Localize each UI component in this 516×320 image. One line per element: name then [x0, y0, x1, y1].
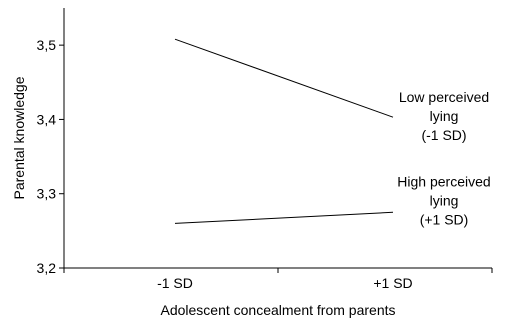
series-label-0: lying — [430, 108, 459, 124]
x-axis-title: Adolescent concealment from parents — [160, 302, 395, 318]
x-ticks: -1 SD +1 SD — [63, 268, 493, 291]
y-tick-label: 3,3 — [37, 186, 57, 202]
series-label-1: High perceived — [397, 174, 490, 190]
x-tick-label: -1 SD — [157, 275, 193, 291]
y-tick-label: 3,5 — [37, 37, 57, 53]
series-line-0 — [174, 38, 394, 118]
series-line-1 — [174, 211, 394, 224]
series-labels: Low perceived lying (-1 SD) High perceived l… — [397, 89, 490, 228]
x-tick-label: +1 SD — [373, 275, 412, 291]
series-label-1: lying — [430, 193, 459, 209]
series-label-0: (-1 SD) — [421, 127, 466, 143]
series-lines — [174, 38, 394, 224]
series-label-1: (+1 SD) — [420, 212, 469, 228]
y-axis-title: Parental knowledge — [11, 76, 27, 199]
y-ticks: 3,2 3,3 3,4 3,5 — [37, 37, 64, 276]
y-tick-label: 3,4 — [37, 111, 57, 127]
series-label-0: Low perceived — [399, 89, 489, 105]
y-tick-label: 3,2 — [37, 260, 57, 276]
